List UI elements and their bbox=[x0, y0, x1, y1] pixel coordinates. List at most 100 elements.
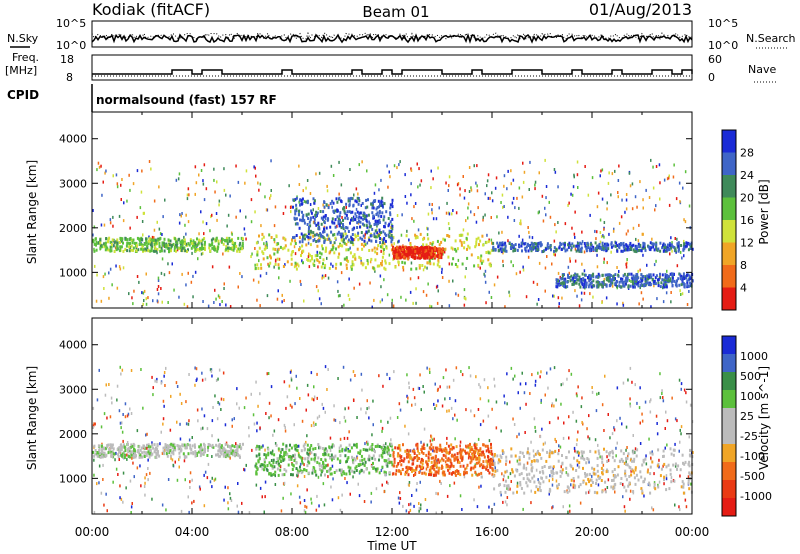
echo-mark bbox=[120, 497, 123, 501]
echo-band-mark bbox=[428, 253, 431, 257]
echo-band-mark bbox=[346, 258, 348, 262]
echo-band-mark bbox=[365, 214, 368, 218]
echo-band-mark bbox=[375, 222, 378, 226]
echo-band-mark bbox=[303, 233, 306, 237]
echo-band-mark bbox=[354, 458, 357, 462]
echo-mark bbox=[642, 198, 644, 202]
echo-band-mark bbox=[170, 442, 173, 446]
echo-band-mark bbox=[307, 456, 310, 460]
echo-band-mark bbox=[343, 238, 345, 242]
echo-band-mark bbox=[194, 445, 196, 449]
echo-mark bbox=[623, 505, 626, 509]
echo-mark bbox=[622, 303, 625, 307]
echo-band-mark bbox=[128, 245, 131, 249]
echo-band-mark bbox=[124, 449, 127, 453]
echo-band-mark bbox=[536, 246, 539, 250]
echo-band-mark bbox=[670, 280, 673, 284]
echo-band-mark bbox=[372, 216, 375, 220]
echo-band-mark bbox=[487, 240, 490, 244]
echo-band-mark bbox=[179, 246, 182, 249]
echo-band-mark bbox=[386, 450, 389, 454]
echo-mark bbox=[532, 449, 535, 453]
echo-band-mark bbox=[309, 232, 312, 236]
echo-band-mark bbox=[291, 473, 294, 477]
echo-mark bbox=[562, 382, 564, 386]
echo-band-mark bbox=[466, 232, 469, 236]
echo-mark bbox=[584, 165, 586, 168]
echo-band-mark bbox=[225, 236, 228, 240]
echo-mark bbox=[625, 232, 628, 236]
echo-band-mark bbox=[355, 469, 358, 472]
echo-band-mark bbox=[294, 261, 297, 265]
echo-band-mark bbox=[105, 245, 108, 249]
echo-mark bbox=[317, 265, 319, 269]
echo-mark bbox=[568, 369, 570, 373]
echo-band-mark bbox=[199, 454, 202, 458]
echo-band-mark bbox=[590, 277, 592, 281]
echo-band-mark bbox=[185, 242, 188, 246]
echo-mark bbox=[419, 507, 422, 511]
echo-mark bbox=[576, 438, 578, 442]
echo-band-mark bbox=[158, 241, 161, 245]
echo-band-mark bbox=[621, 281, 624, 285]
echo-mark bbox=[148, 160, 151, 163]
echo-mark bbox=[327, 368, 329, 371]
echo-mark bbox=[302, 189, 304, 193]
echo-band-mark bbox=[688, 274, 691, 278]
echo-mark bbox=[337, 289, 339, 293]
echo-band-mark bbox=[211, 241, 214, 245]
echo-band-mark bbox=[290, 457, 293, 461]
echo-band-mark bbox=[679, 273, 682, 277]
echo-band-mark bbox=[555, 278, 558, 282]
echo-mark bbox=[185, 400, 187, 404]
echo-band-mark bbox=[339, 444, 342, 448]
echo-band-mark bbox=[299, 465, 301, 469]
echo-band-mark bbox=[309, 259, 312, 263]
echo-mark bbox=[431, 438, 434, 442]
echo-band-mark bbox=[463, 246, 466, 250]
echo-mark bbox=[175, 381, 178, 385]
echo-band-mark bbox=[377, 244, 380, 247]
echo-mark bbox=[255, 380, 257, 384]
echo-mark bbox=[654, 208, 656, 212]
echo-mark bbox=[142, 406, 144, 410]
echo-band-mark bbox=[376, 222, 379, 226]
echo-band-mark bbox=[238, 243, 241, 247]
echo-band-mark bbox=[310, 209, 313, 213]
echo-mark bbox=[408, 511, 410, 515]
echo-band-mark bbox=[385, 246, 388, 250]
echo-band-mark bbox=[219, 451, 222, 455]
echo-mark bbox=[102, 463, 104, 467]
echo-mark bbox=[544, 393, 546, 397]
echo-mark bbox=[322, 203, 324, 207]
echo-band-mark bbox=[675, 281, 678, 285]
echo-band-mark bbox=[422, 452, 425, 455]
echo-band-mark bbox=[418, 247, 421, 251]
echo-band-mark bbox=[135, 243, 138, 247]
echo-band-mark bbox=[178, 247, 181, 250]
echo-mark bbox=[491, 407, 493, 411]
echo-band-mark bbox=[108, 449, 111, 453]
echo-mark bbox=[649, 400, 651, 404]
echo-band-mark bbox=[120, 448, 123, 452]
echo-mark bbox=[236, 247, 239, 251]
echo-mark bbox=[283, 380, 286, 384]
echo-mark bbox=[190, 280, 193, 284]
echo-band-mark bbox=[177, 444, 180, 448]
echo-mark bbox=[653, 263, 656, 267]
echo-band-mark bbox=[320, 222, 323, 226]
echo-mark bbox=[378, 454, 381, 458]
echo-band-mark bbox=[375, 469, 378, 473]
echo-mark bbox=[602, 234, 604, 238]
echo-mark bbox=[671, 241, 673, 245]
echo-band-mark bbox=[372, 201, 374, 205]
echo-band-mark bbox=[665, 276, 668, 280]
echo-band-mark bbox=[383, 242, 386, 246]
echo-band-mark bbox=[485, 241, 488, 245]
echo-mark bbox=[491, 191, 493, 195]
echo-mark bbox=[435, 511, 437, 515]
echo-mark bbox=[427, 227, 429, 231]
echo-band-mark bbox=[460, 243, 463, 247]
echo-band-mark bbox=[383, 225, 386, 229]
echo-mark bbox=[662, 396, 664, 399]
